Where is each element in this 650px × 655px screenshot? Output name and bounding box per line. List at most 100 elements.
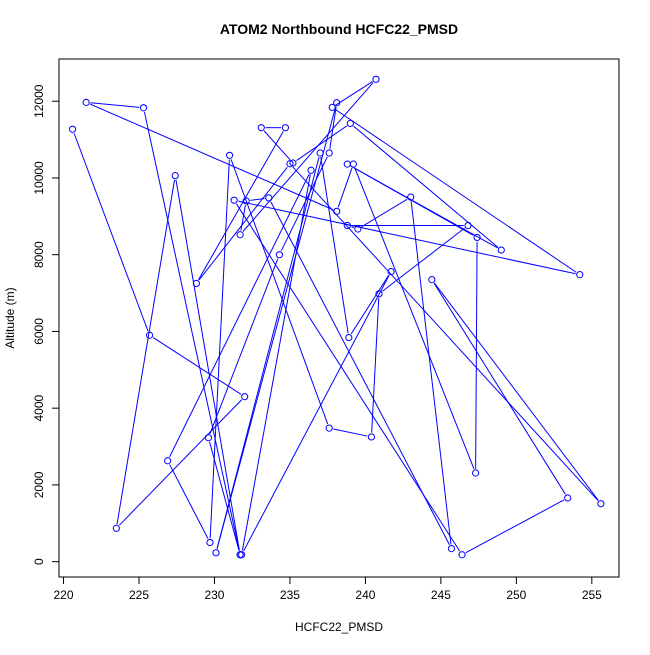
series-0-point-16 [164,457,172,465]
series-0-segment-6 [209,258,279,434]
series-0-segment-38 [198,166,288,281]
series-0-point-11 [316,149,324,157]
series-0-point-33 [230,196,238,204]
series-0-segment-11 [320,157,349,334]
series-0-segment-3 [116,179,176,525]
series-0-segment-37 [292,166,599,501]
series-0-point-51 [139,104,148,112]
series-0-segment-49 [89,103,333,211]
series-0-segment-51 [143,111,240,551]
y-axis-label: Altitude (m) [3,287,17,348]
series-0-point-22 [464,221,472,230]
series-0-point-18 [225,151,234,159]
x-axis-label: HCFC22_PMSD [295,620,383,634]
series-0-segment-45 [350,165,474,236]
x-tick-label: 225 [129,588,149,602]
series-0-segment-1 [152,337,242,395]
x-tick-label: 240 [355,588,375,602]
series-0-point-13 [387,267,395,276]
series-0-segment-32 [238,200,576,275]
series-0-segment-21 [382,227,465,292]
series-0-point-48 [349,160,357,168]
series-0-point-8 [325,149,333,157]
series-0-point-34 [458,551,466,559]
series-0-point-41 [257,124,265,132]
series-0-segment-24 [361,198,408,228]
series-0-segment-15 [169,173,310,458]
series-0-segment-4 [175,179,240,551]
series-0-point-32 [576,271,584,279]
series-0-segment-47 [354,167,475,470]
series-0-point-37 [597,500,605,508]
series-0-point-12 [345,333,353,342]
x-tick-label: 250 [506,588,526,602]
series-0-point-30 [372,75,380,83]
series-0-segment-16 [169,464,209,539]
series-0-point-35 [564,494,572,502]
x-tick-label: 235 [280,588,300,602]
series-0-point-40 [281,124,290,132]
series-0-segment-41 [263,130,291,161]
series-0-segment-25 [410,201,452,545]
series-0-segment-26 [270,201,450,546]
series-layer [68,75,605,559]
series-0-segment-42 [296,125,348,161]
series-0-point-44 [497,246,505,254]
series-0-point-1 [145,331,154,339]
series-0-point-3 [112,524,120,532]
series-0-segment-0 [73,133,149,332]
series-0-point-24 [354,225,362,233]
series-0-segment-17 [209,159,230,539]
series-0-segment-39 [198,131,284,280]
series-0-point-31 [328,103,336,111]
series-0-segment-48 [337,168,353,208]
series-0-point-20 [367,433,376,441]
y-tick-label: 8000 [32,241,46,268]
series-0-point-6 [204,434,213,442]
series-0-point-23 [343,221,351,230]
series-0-segment-33 [235,203,461,552]
series-0-point-38 [286,160,294,168]
series-0-point-4 [171,172,179,180]
series-0-point-19 [325,424,333,432]
y-tick-label: 0 [32,558,46,565]
series-0-point-29 [236,231,244,239]
series-0-point-46 [473,233,481,242]
y-tick-label: 10000 [32,161,46,195]
series-0-point-0 [68,125,77,133]
series-0-point-52 [236,551,244,559]
series-0-segment-23 [351,226,354,229]
y-tick-label: 2000 [32,471,46,498]
series-0-segment-2 [119,399,243,526]
series-0-point-42 [289,159,297,167]
x-axis: 220 225 230 235 240 245 250 255 [54,576,602,602]
series-0-point-49 [333,207,341,215]
y-tick-label: 12000 [32,84,46,118]
x-tick-label: 245 [431,588,451,602]
series-0-segment-31 [335,109,577,273]
series-0-segment-34 [465,499,565,554]
series-0-point-25 [407,193,415,201]
chart-title: ATOM2 Northbound HCFC22_PMSD [220,21,458,37]
y-axis: 0 2000 4000 6000 8000 10000 12000 [32,84,60,565]
y-tick-label: 4000 [32,395,46,422]
series-0-point-2 [241,393,249,401]
series-0-segment-13 [243,275,390,552]
series-0-segment-50 [90,102,140,108]
series-0-segment-19 [333,428,368,437]
series-0-segment-46 [475,241,478,469]
series-0-point-28 [242,197,250,205]
series-0-segment-35 [433,283,566,495]
series-0-segment-30 [335,81,373,106]
series-0-point-47 [472,469,480,477]
series-0-segment-9 [216,106,337,549]
series-0-point-36 [428,276,436,284]
series-0-point-26 [447,545,456,553]
series-0-segment-20 [371,298,380,433]
series-0-segment-14 [241,174,311,551]
series-0-segment-36 [434,282,599,501]
series-0-segment-12 [350,274,390,335]
